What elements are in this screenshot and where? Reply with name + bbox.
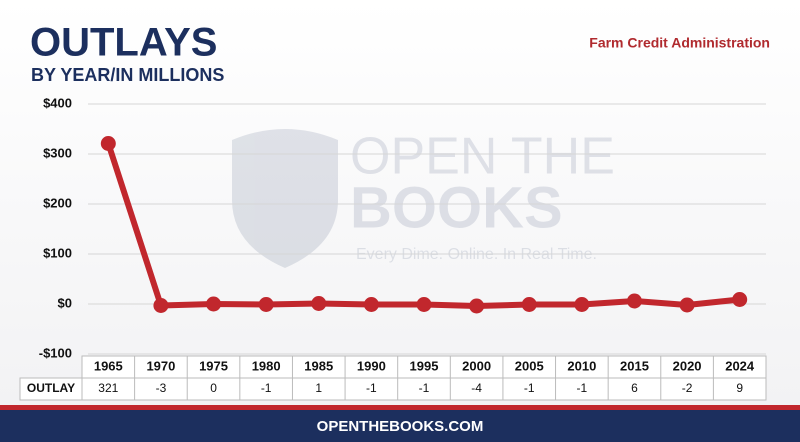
marker bbox=[153, 298, 169, 313]
watermark-text: OPEN THE bbox=[350, 128, 615, 186]
value-cell: 0 bbox=[210, 381, 217, 395]
marker bbox=[206, 296, 222, 312]
marker bbox=[311, 296, 327, 311]
marker bbox=[469, 298, 485, 314]
row-label: OUTLAY bbox=[27, 381, 75, 395]
marker bbox=[626, 293, 642, 309]
value-cell: -1 bbox=[577, 381, 588, 395]
x-tick-label: 2010 bbox=[567, 358, 596, 373]
value-cell: 1 bbox=[315, 381, 322, 395]
footer-band bbox=[0, 410, 800, 442]
value-cell: -1 bbox=[524, 381, 535, 395]
marker bbox=[363, 297, 379, 312]
x-tick-label: 2000 bbox=[462, 358, 491, 373]
x-tick-label: 2005 bbox=[515, 358, 544, 373]
value-cell: -1 bbox=[366, 381, 377, 395]
x-tick-label: 1980 bbox=[252, 358, 281, 373]
chart-subtitle: BY YEAR/IN MILLIONS bbox=[31, 65, 224, 85]
value-cell: -4 bbox=[471, 381, 482, 395]
marker bbox=[521, 297, 537, 312]
watermark-text: BOOKS bbox=[350, 175, 563, 240]
table: OUTLAY 1965 321 1970 -3 1975 0 1980 -1 1985 1 1990 -… bbox=[19, 355, 767, 401]
x-tick-label: 1970 bbox=[146, 358, 175, 373]
marker bbox=[258, 297, 274, 312]
x-tick-label: 2020 bbox=[673, 358, 702, 373]
chart-title: OUTLAYS bbox=[30, 21, 217, 65]
footer-stripe bbox=[0, 405, 800, 410]
marker bbox=[732, 292, 748, 307]
value-cell: 321 bbox=[98, 381, 118, 395]
plot: -$100 $0 $100 $200 $300 $400 bbox=[39, 95, 766, 360]
footer: OPENTHEBOOKS.COM bbox=[317, 418, 484, 435]
value-cell: -2 bbox=[682, 381, 693, 395]
table-row-bg bbox=[19, 377, 767, 401]
x-tick-label: 1985 bbox=[304, 358, 333, 373]
watermark: OPEN THE BOOKS Every Dime. Online. In Re… bbox=[232, 128, 615, 268]
x-tick-label: 1995 bbox=[410, 358, 439, 373]
source: Farm Credit Administration bbox=[589, 35, 770, 51]
x-tick-label: 1965 bbox=[94, 358, 123, 373]
marker bbox=[679, 297, 695, 313]
value-cell: -3 bbox=[156, 381, 167, 395]
value-cell: 6 bbox=[631, 381, 638, 395]
y-tick-label: $100 bbox=[43, 245, 72, 260]
y-tick-label: $400 bbox=[43, 95, 72, 110]
value-cell: 9 bbox=[736, 381, 743, 395]
marker bbox=[574, 297, 590, 312]
x-tick-label: 2015 bbox=[620, 358, 649, 373]
watermark-shield bbox=[232, 129, 338, 268]
x-tick-label: 1990 bbox=[357, 358, 386, 373]
y-tick-label: $300 bbox=[43, 145, 72, 160]
y-tick-label: $200 bbox=[43, 195, 72, 210]
value-cell: -1 bbox=[261, 381, 272, 395]
marker bbox=[416, 297, 432, 312]
y-tick-label: -$100 bbox=[39, 345, 72, 360]
marker bbox=[100, 136, 116, 151]
x-tick-label: 2024 bbox=[725, 358, 755, 373]
watermark-tagline: Every Dime. Online. In Real Time. bbox=[356, 246, 597, 263]
y-tick-label: $0 bbox=[58, 295, 72, 310]
x-tick-label: 1975 bbox=[199, 358, 228, 373]
value-cell: -1 bbox=[419, 381, 430, 395]
